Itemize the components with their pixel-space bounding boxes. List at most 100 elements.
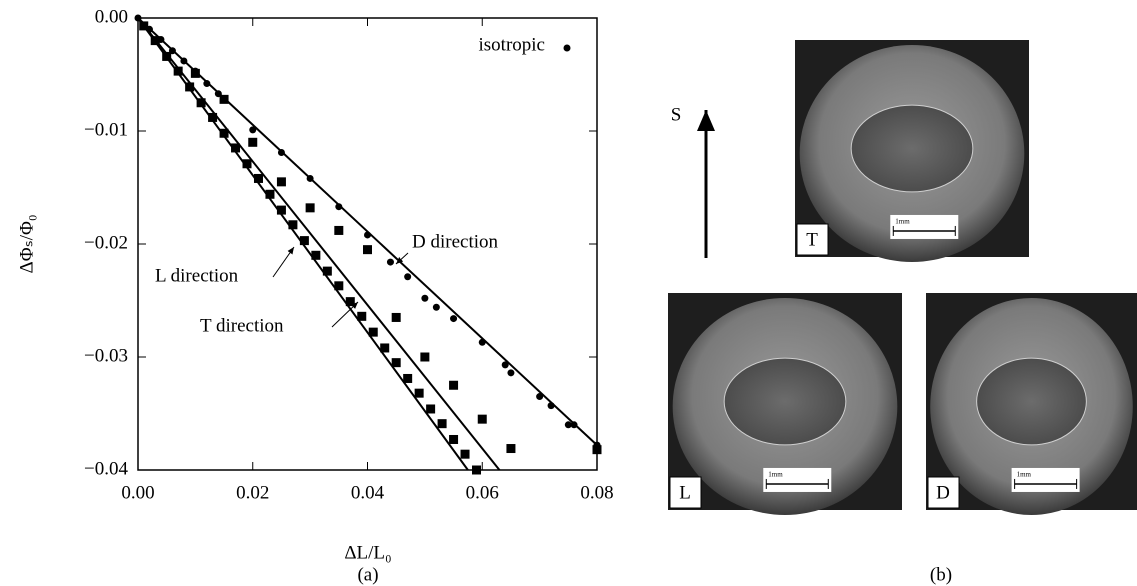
point <box>437 419 447 429</box>
point <box>357 311 367 321</box>
point <box>477 414 487 424</box>
x-tick-label: 0.06 <box>466 482 499 503</box>
point <box>306 174 314 182</box>
label-arrow <box>331 301 359 328</box>
point <box>288 220 298 230</box>
scale-bar-bg <box>1011 467 1080 492</box>
point <box>386 258 394 266</box>
point <box>196 98 206 108</box>
point <box>190 68 200 78</box>
point <box>185 82 195 92</box>
point <box>150 36 160 46</box>
point <box>460 449 470 459</box>
point <box>208 112 218 122</box>
point <box>478 338 486 346</box>
point <box>180 57 188 65</box>
line-label: L direction <box>155 265 239 286</box>
point <box>162 51 172 61</box>
point <box>391 358 401 368</box>
y-tick-label: −0.01 <box>84 119 128 140</box>
photo-label-box <box>669 476 702 509</box>
y-tick-label: 0.00 <box>95 6 128 27</box>
point <box>305 203 315 213</box>
point <box>334 225 344 235</box>
point <box>421 294 429 302</box>
y-tick-label: −0.04 <box>84 458 128 479</box>
label-arrow <box>395 252 409 265</box>
point <box>134 14 142 22</box>
y-axis-label: ΔΦₛ/Φ₀ <box>16 215 37 274</box>
point <box>414 388 424 398</box>
point <box>276 177 286 187</box>
point <box>420 352 430 362</box>
photo-label-box <box>927 476 960 509</box>
point <box>242 159 252 169</box>
point <box>248 137 258 147</box>
point <box>311 250 321 260</box>
photo-label: D <box>936 482 950 503</box>
point <box>592 445 602 455</box>
point <box>380 343 390 353</box>
point <box>570 421 578 429</box>
point <box>265 189 275 199</box>
photo-fracture <box>976 357 1087 446</box>
point <box>253 173 263 183</box>
point <box>404 273 412 281</box>
point <box>334 281 344 291</box>
arrow-label: S <box>671 104 682 125</box>
point <box>368 327 378 337</box>
point <box>403 373 413 383</box>
photo-label: T <box>806 229 818 250</box>
line-label: D direction <box>412 231 499 252</box>
point <box>219 94 229 104</box>
scale-label: 1mm <box>895 218 910 226</box>
scale-bar-bg <box>763 467 832 492</box>
point <box>173 66 183 76</box>
label-arrow <box>272 246 295 278</box>
point <box>139 21 149 31</box>
point <box>299 236 309 246</box>
x-tick-label: 0.08 <box>580 482 613 503</box>
scale-bar-bg <box>890 214 959 239</box>
legend-marker <box>563 44 571 52</box>
point <box>335 203 343 211</box>
point <box>203 80 211 88</box>
fit-line <box>137 17 501 471</box>
point <box>276 205 286 215</box>
point <box>449 380 459 390</box>
scale-label: 1mm <box>768 471 783 479</box>
y-tick-label: −0.02 <box>84 232 128 253</box>
x-tick-label: 0.04 <box>351 482 385 503</box>
point <box>449 434 459 444</box>
caption-a: (a) <box>357 564 378 585</box>
point <box>231 143 241 153</box>
point <box>345 297 355 307</box>
point <box>564 421 572 429</box>
photo-fracture <box>850 104 974 193</box>
point <box>472 465 482 475</box>
point <box>364 231 371 239</box>
point <box>507 369 515 377</box>
point <box>219 128 229 138</box>
x-axis-label: ΔL/L₀ <box>344 542 391 563</box>
x-tick-label: 0.00 <box>121 482 154 503</box>
legend-label: isotropic <box>479 34 546 55</box>
scale-label: 1mm <box>1017 471 1032 479</box>
photo-label: L <box>679 482 691 503</box>
line-label: T direction <box>200 315 284 336</box>
photo-label-box <box>796 223 829 256</box>
point <box>450 315 458 323</box>
point <box>506 444 516 454</box>
point <box>547 402 555 410</box>
point <box>277 148 285 156</box>
photo-fracture <box>723 357 847 446</box>
point <box>432 303 440 311</box>
point <box>536 393 544 401</box>
point <box>426 404 436 414</box>
y-tick-label: −0.03 <box>84 345 128 366</box>
x-tick-label: 0.02 <box>236 482 269 503</box>
caption-b: (b) <box>930 564 952 585</box>
point <box>322 266 332 276</box>
point <box>249 126 257 134</box>
point <box>363 245 372 255</box>
